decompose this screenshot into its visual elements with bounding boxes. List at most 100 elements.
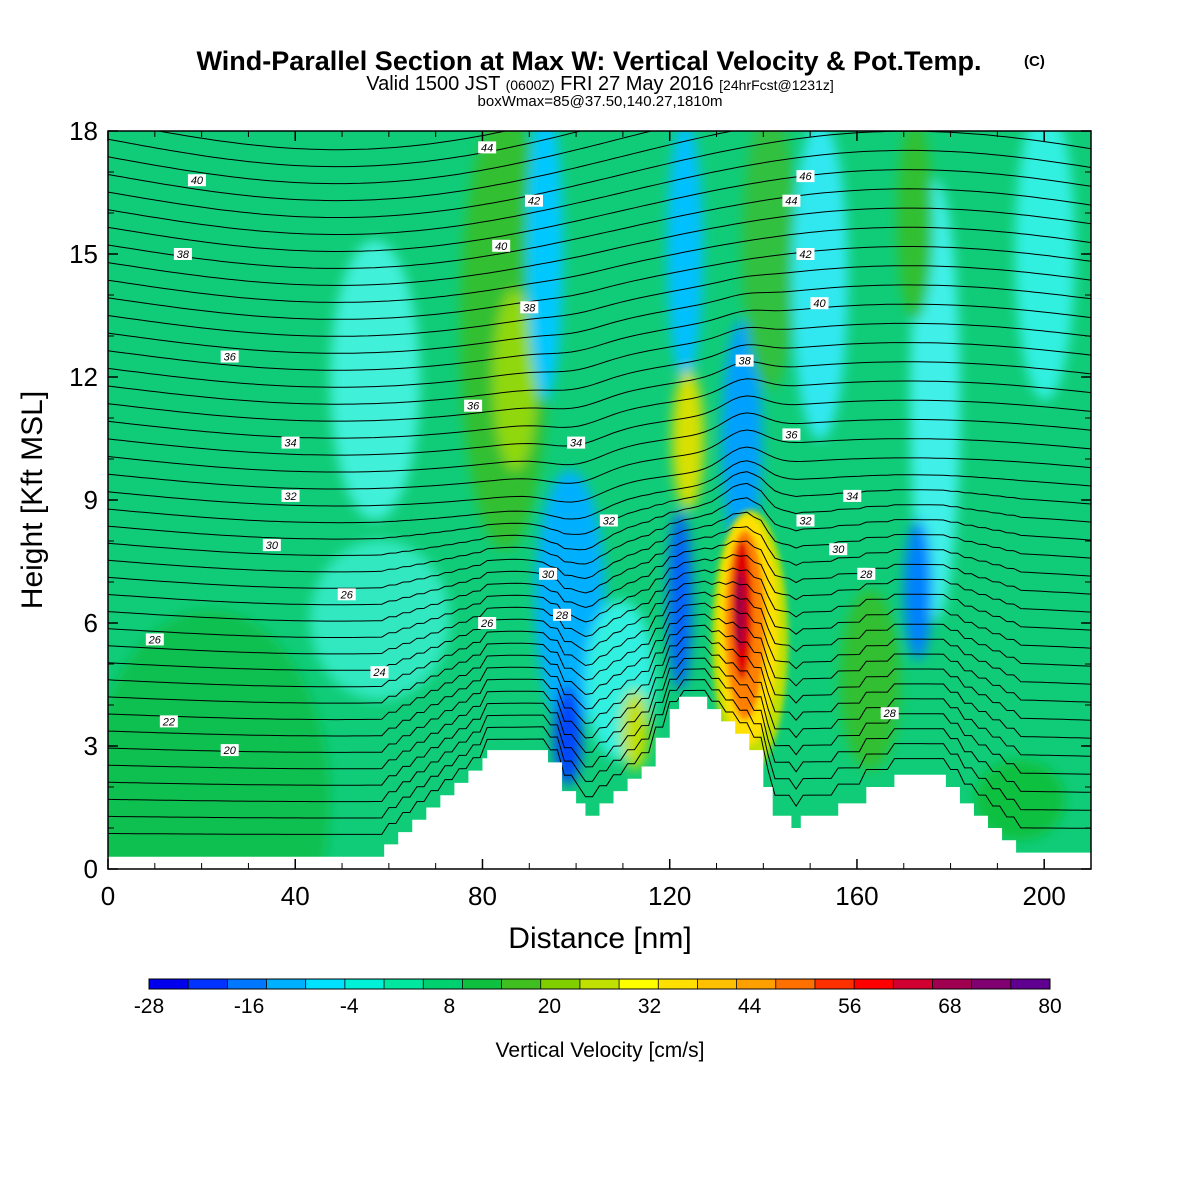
theta-label-box [281, 436, 300, 449]
x-tick-label: 200 [1022, 881, 1065, 911]
theta-contour-label: 32 [796, 514, 815, 528]
theta-label-text: 36 [467, 401, 480, 413]
y-axis-label: Height [Kft MSL] [16, 391, 49, 609]
colorbar-tick-label: -28 [134, 995, 164, 1018]
w-region-right-green2 [897, 131, 933, 320]
theta-contour-line [108, 460, 1091, 524]
theta-label-box [539, 567, 558, 580]
theta-label-text: 44 [481, 142, 493, 154]
colorbar-swatch [775, 979, 816, 989]
colorbar-swatch [579, 979, 620, 989]
theta-contour-label: 20 [220, 744, 239, 757]
theta-contour-line [108, 657, 1091, 786]
theta-contour-label: 34 [843, 489, 862, 503]
theta-label-box [464, 399, 483, 412]
theta-label-box [159, 715, 178, 728]
theta-label-box [478, 617, 497, 629]
theta-label-box [262, 539, 281, 552]
theta-contour-line [108, 322, 1091, 388]
theta-contour-label: 32 [599, 514, 618, 528]
y-tick-label: 9 [84, 485, 98, 515]
theta-contour-label: 40 [187, 174, 206, 187]
theta-label-box [810, 297, 829, 310]
theta-contour-line [108, 265, 1091, 337]
theta-label-text: 30 [542, 569, 555, 581]
theta-label-text: 26 [148, 634, 162, 646]
theta-contour-label: 42 [796, 248, 815, 261]
theta-label-text: 26 [480, 618, 494, 630]
theta-contour-line [108, 591, 1091, 688]
chart-subtitle: Valid 1500 JST (0600Z) FRI 27 May 2016 [… [366, 73, 834, 95]
theta-label-text: 28 [859, 569, 873, 581]
theta-contour-label: 34 [567, 436, 586, 450]
theta-contour-label: 36 [782, 428, 801, 441]
w-region-left-slope [108, 610, 330, 869]
theta-contour-line [108, 580, 1091, 671]
theta-contour-line [108, 511, 1091, 589]
theta-label-box [880, 707, 899, 720]
theta-label-text: 32 [603, 516, 615, 528]
theta-label-text: 44 [785, 196, 797, 208]
colorbar-swatch [971, 979, 1012, 989]
theta-label-box [782, 428, 801, 441]
theta-label-text: 40 [495, 241, 508, 253]
colorbar-tick-label: 32 [638, 995, 661, 1018]
subtitle-date: FRI 27 May 2016 [555, 73, 720, 95]
theta-contour-label: 30 [829, 543, 848, 556]
theta-contour-line [108, 540, 1091, 622]
colorbar-tick-label: 56 [838, 995, 861, 1018]
colorbar-swatch [462, 979, 503, 989]
theta-contour-line [108, 567, 1091, 655]
theta-contour-line [108, 378, 1091, 439]
terrain [108, 696, 1091, 869]
colorbar-swatch [658, 979, 698, 989]
x-tick-label: 80 [468, 881, 497, 911]
theta-contour-line [108, 446, 1091, 507]
theta-label-box [520, 301, 539, 314]
theta-label-box [857, 567, 876, 580]
theta-label-box [524, 194, 543, 207]
theta-contour-line [108, 497, 1091, 573]
theta-contour-line [108, 668, 1091, 803]
theta-label-text: 42 [799, 249, 811, 261]
chart-title: Wind-Parallel Section at Max W: Vertical… [197, 46, 982, 76]
theta-label-box [599, 514, 618, 527]
y-tick-label: 18 [69, 116, 98, 146]
colorbar-swatch [619, 979, 659, 989]
colorbar-tick-label: 68 [938, 995, 961, 1018]
y-tick-label: 6 [84, 608, 98, 638]
theta-contour-line [108, 361, 1091, 422]
theta-label-box [187, 174, 206, 187]
colorbar-swatch [540, 979, 581, 989]
theta-contour-line [108, 635, 1091, 753]
w-region-ridge-down [668, 510, 692, 690]
chart-title-tag: (C) [1024, 53, 1045, 70]
theta-contour-label: 26 [145, 633, 164, 646]
colorbar-tick-label: 20 [538, 995, 561, 1018]
theta-label-text: 20 [223, 745, 237, 757]
theta-label-box [829, 543, 848, 556]
colorbar-swatch [736, 979, 777, 989]
theta-contour-label: 34 [281, 436, 300, 450]
theta-contour-line [108, 207, 1091, 286]
theta-contour-line [108, 412, 1091, 473]
colorbar-swatch [932, 979, 973, 989]
colorbar-label: Vertical Velocity [cm/s] [496, 1039, 705, 1062]
x-tick-label: 160 [835, 881, 878, 911]
theta-label-text: 30 [832, 544, 845, 556]
theta-label-box [796, 248, 815, 260]
theta-label-box [370, 666, 389, 679]
theta-label-text: 34 [846, 491, 858, 503]
theta-contour-label: 36 [220, 350, 239, 364]
colorbar-swatch [266, 979, 307, 989]
theta-label-text: 40 [191, 175, 204, 187]
theta-contour-line [108, 226, 1091, 303]
theta-contour-line [108, 624, 1091, 737]
theta-contour-label: 26 [337, 588, 356, 601]
theta-label-box [337, 588, 356, 601]
w-region-upper-right-cyan [792, 131, 848, 440]
theta-contour-line [108, 303, 1091, 371]
colorbar-swatch [344, 979, 385, 989]
colorbar-swatch [501, 979, 542, 989]
